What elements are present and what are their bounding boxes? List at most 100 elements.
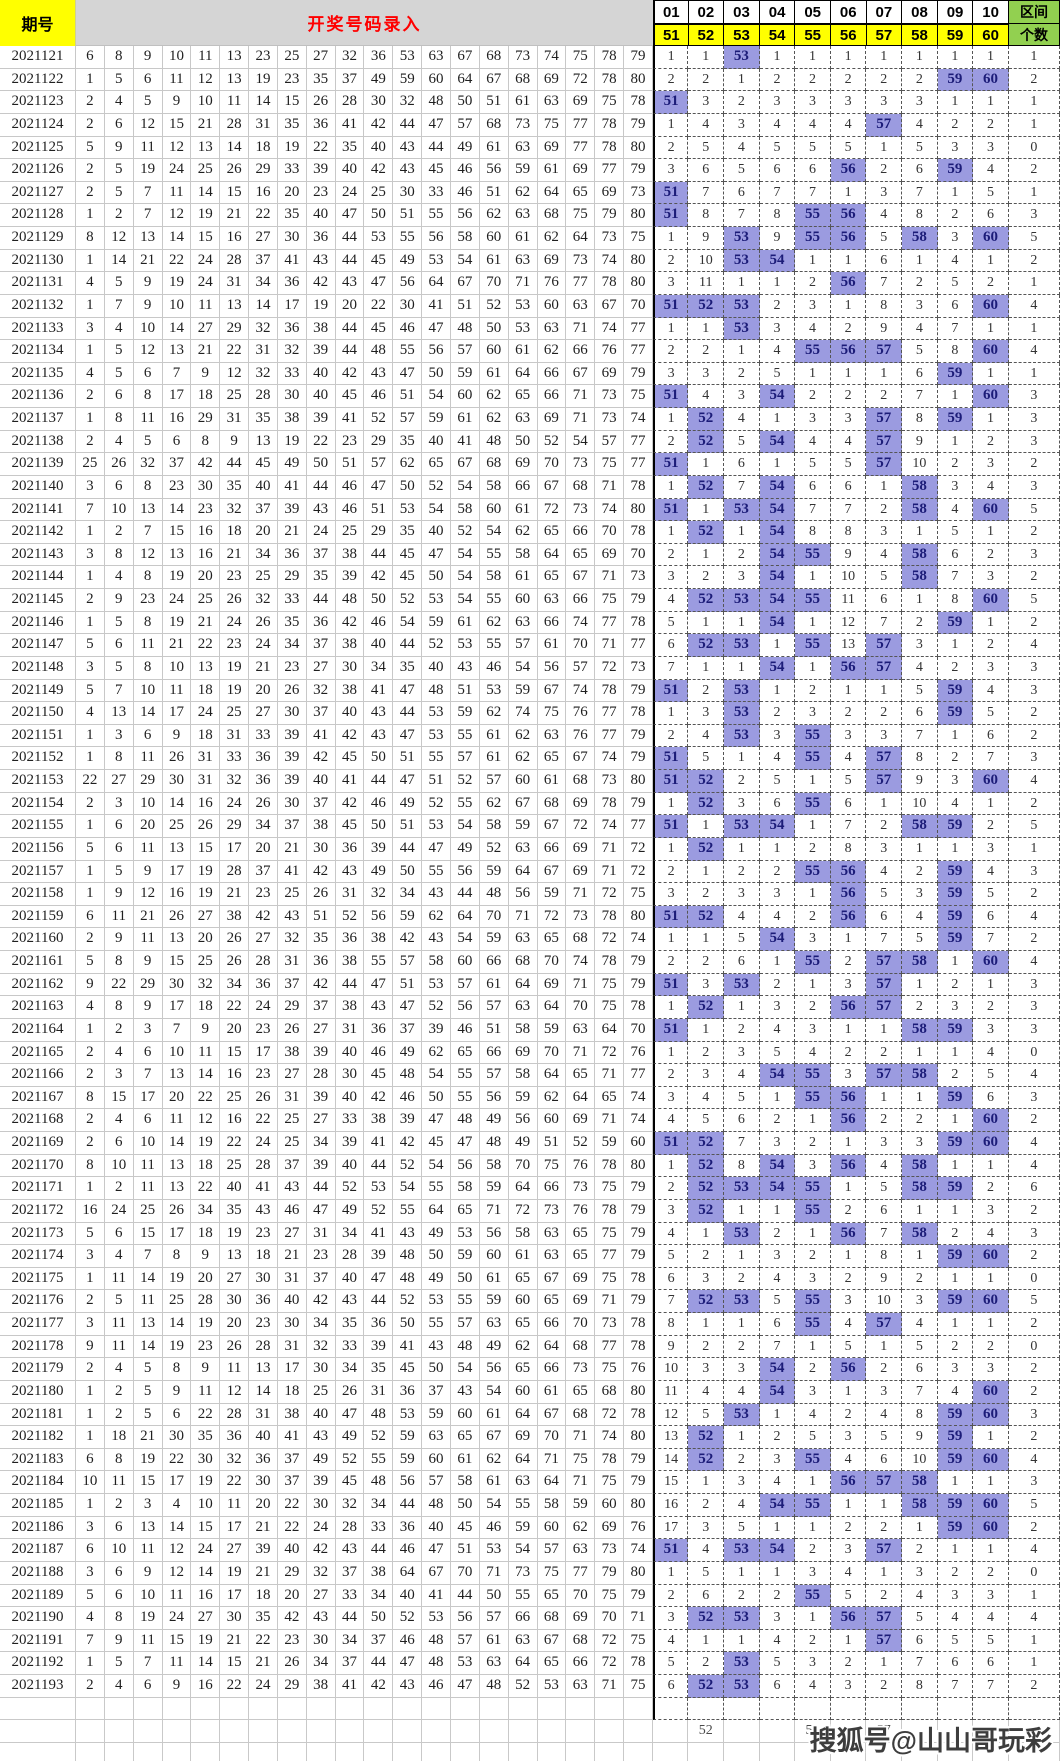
number-cell[interactable]: 43 — [277, 1177, 307, 1200]
trend-miss-cell[interactable]: 5 — [688, 1561, 725, 1585]
trend-miss-cell[interactable]: 2 — [652, 1064, 689, 1087]
number-cell[interactable]: 27 — [306, 46, 336, 69]
number-cell[interactable]: 59 — [422, 611, 451, 635]
trend-hit-cell[interactable]: 57 — [866, 453, 903, 476]
number-cell[interactable]: 25 — [220, 1086, 250, 1110]
number-cell[interactable]: 65 — [537, 1584, 567, 1608]
period-cell[interactable]: 2021159 — [0, 905, 76, 929]
trend-miss-cell[interactable]: 1 — [759, 1561, 796, 1585]
number-cell[interactable]: 61 — [479, 1403, 509, 1427]
period-cell[interactable]: 2021141 — [0, 498, 76, 522]
number-cell[interactable]: 41 — [364, 1132, 394, 1155]
trend-miss-cell[interactable]: 3 — [866, 1132, 903, 1155]
number-cell[interactable]: 37 — [277, 1154, 307, 1178]
number-cell[interactable]: 60 — [479, 498, 509, 522]
number-cell[interactable]: 59 — [537, 883, 567, 906]
number-cell[interactable]: 72 — [595, 1629, 625, 1653]
number-cell[interactable]: 10 — [133, 1584, 163, 1608]
number-cell[interactable]: 40 — [335, 702, 365, 725]
number-cell[interactable]: 7 — [104, 294, 134, 318]
number-cell[interactable]: 26 — [306, 883, 336, 906]
count-cell[interactable]: 4 — [1008, 634, 1060, 657]
number-cell[interactable]: 66 — [508, 1607, 538, 1630]
number-cell[interactable]: 8 — [104, 46, 134, 69]
number-cell[interactable]: 50 — [364, 747, 394, 770]
trend-hit-cell[interactable]: 53 — [724, 1177, 760, 1200]
trend-miss-cell[interactable]: 5 — [652, 1245, 689, 1268]
number-cell[interactable]: 29 — [277, 996, 307, 1019]
number-cell[interactable]: 21 — [277, 521, 307, 544]
number-cell[interactable]: 21 — [191, 340, 221, 363]
number-cell[interactable]: 78 — [595, 68, 625, 92]
number-cell[interactable]: 3 — [76, 317, 105, 341]
number-cell[interactable]: 50 — [393, 475, 423, 499]
trend-hit-cell[interactable]: 60 — [973, 770, 1009, 793]
trend-miss-cell[interactable]: 2 — [652, 68, 689, 92]
number-cell[interactable]: 35 — [277, 611, 307, 635]
trend-miss-cell[interactable]: 4 — [902, 1313, 938, 1336]
trend-miss-cell[interactable]: 5 — [830, 453, 867, 476]
trend-miss-cell[interactable]: 2 — [866, 1041, 903, 1065]
trend-miss-cell[interactable]: 1 — [652, 1154, 689, 1178]
number-cell[interactable]: 77 — [566, 1561, 596, 1585]
period-cell[interactable]: 2021121 — [0, 46, 76, 69]
trend-miss-cell[interactable]: 4 — [688, 1539, 725, 1562]
trend-hit-cell[interactable]: 54 — [759, 1154, 796, 1178]
number-cell[interactable]: 64 — [566, 227, 596, 250]
number-cell[interactable]: 36 — [335, 928, 365, 951]
number-cell[interactable]: 27 — [249, 702, 278, 725]
number-cell[interactable]: 37 — [277, 1471, 307, 1494]
number-cell[interactable]: 43 — [306, 1607, 336, 1630]
number-cell[interactable]: 65 — [566, 181, 596, 205]
number-cell[interactable]: 64 — [508, 1403, 538, 1427]
trend-miss-cell[interactable]: 1 — [795, 1222, 831, 1246]
number-cell[interactable]: 64 — [508, 973, 538, 997]
number-cell[interactable]: 66 — [537, 1177, 567, 1200]
trend-miss-cell[interactable]: 1 — [724, 272, 760, 295]
number-cell[interactable]: 17 — [220, 1516, 250, 1540]
trend-miss-cell[interactable]: 5 — [937, 272, 974, 295]
number-cell[interactable]: 12 — [133, 113, 163, 137]
number-cell[interactable]: 55 — [479, 543, 509, 567]
trend-hit-cell[interactable]: 60 — [973, 1448, 1009, 1472]
trend-miss-cell[interactable]: 4 — [795, 1041, 831, 1065]
number-cell[interactable]: 79 — [624, 679, 653, 703]
number-cell[interactable]: 6 — [104, 815, 134, 838]
count-cell[interactable]: 4 — [1008, 1064, 1060, 1087]
number-cell[interactable]: 44 — [364, 770, 394, 793]
number-cell[interactable]: 30 — [277, 385, 307, 408]
number-cell[interactable]: 79 — [595, 204, 625, 227]
number-cell[interactable]: 3 — [76, 543, 105, 567]
number-cell[interactable]: 80 — [624, 1561, 653, 1585]
trend-miss-cell[interactable]: 10 — [866, 1290, 903, 1313]
trend-miss-cell[interactable]: 8 — [902, 204, 938, 227]
trend-miss-cell[interactable]: 3 — [795, 1154, 831, 1178]
trend-miss-cell[interactable]: 2 — [937, 1222, 974, 1246]
period-cell[interactable]: 2021153 — [0, 770, 76, 793]
trend-miss-cell[interactable]: 5 — [724, 1516, 760, 1540]
trend-miss-cell[interactable]: 3 — [866, 837, 903, 861]
trend-miss-cell[interactable]: 6 — [902, 1358, 938, 1381]
number-cell[interactable]: 5 — [104, 362, 134, 386]
number-cell[interactable]: 30 — [393, 181, 423, 205]
period-cell[interactable]: 2021161 — [0, 951, 76, 974]
number-cell[interactable]: 60 — [595, 1494, 625, 1517]
number-cell[interactable]: 40 — [393, 1584, 423, 1608]
number-cell[interactable]: 23 — [220, 566, 250, 589]
number-cell[interactable]: 1 — [76, 249, 105, 273]
number-cell[interactable]: 65 — [537, 1652, 567, 1675]
number-cell[interactable]: 73 — [595, 1313, 625, 1336]
period-cell[interactable]: 2021160 — [0, 928, 76, 951]
number-cell[interactable]: 50 — [306, 453, 336, 476]
trend-miss-cell[interactable]: 2 — [937, 1064, 974, 1087]
number-cell[interactable]: 55 — [393, 227, 423, 250]
trend-hit-cell[interactable]: 52 — [688, 430, 725, 454]
number-cell[interactable]: 66 — [537, 385, 567, 408]
trend-miss-cell[interactable]: 1 — [724, 1199, 760, 1223]
number-cell[interactable]: 18 — [191, 724, 221, 748]
trend-miss-cell[interactable]: 1 — [759, 1516, 796, 1540]
trend-hit-cell[interactable]: 55 — [795, 860, 831, 884]
number-cell[interactable]: 54 — [479, 1494, 509, 1517]
number-cell[interactable]: 65 — [566, 1245, 596, 1268]
trend-miss-cell[interactable]: 6 — [973, 204, 1009, 227]
